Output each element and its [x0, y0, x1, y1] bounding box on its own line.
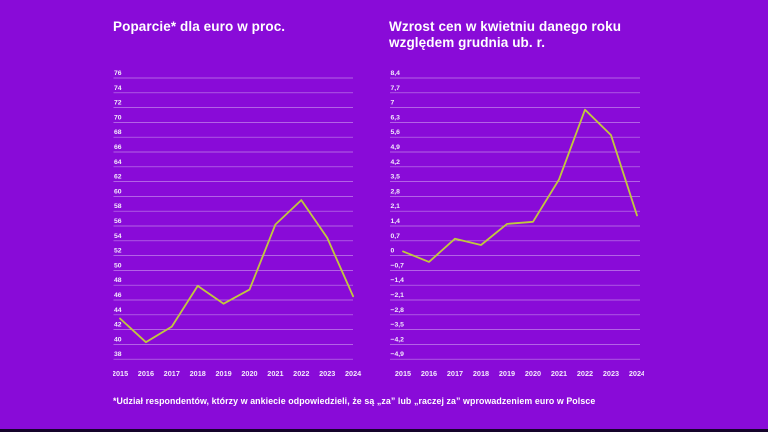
y-axis-label: 3,5: [391, 174, 401, 181]
y-axis-label: 0: [391, 248, 395, 255]
x-axis-label: 2016: [421, 369, 437, 378]
y-axis-label: 76: [114, 70, 122, 77]
y-axis-label: 40: [114, 336, 122, 343]
y-axis-label: 44: [114, 307, 122, 314]
x-axis-label: 2018: [473, 369, 489, 378]
y-axis-label: 6,3: [391, 114, 401, 121]
x-axis-label: 2022: [577, 369, 593, 378]
y-axis-label: −0,7: [391, 262, 405, 269]
y-axis-label: 74: [114, 85, 122, 92]
y-axis-label: 1,4: [391, 218, 401, 225]
x-axis-label: 2023: [319, 369, 335, 378]
y-axis-label: 54: [114, 233, 122, 240]
x-axis-label: 2020: [241, 369, 257, 378]
y-axis-label: −2,1: [391, 292, 405, 299]
euro-support-line-chart: 76 74 72 70 68 66 64 62 60 58 56 54 52 50 48 46 44 42 40 38…: [113, 70, 362, 378]
price-growth-line-chart: 8,4 7,7 7 6,3 5,6 4,9 4,2 3,5 2,8 2,1 1,4 0,7 0 −0,7 −…: [390, 70, 644, 378]
y-axis-label: −3,5: [391, 322, 405, 329]
x-axis-label: 2017: [164, 369, 180, 378]
y-axis-label: 64: [114, 159, 122, 166]
x-axis-label: 2016: [138, 369, 154, 378]
x-axis-label: 2018: [190, 369, 206, 378]
y-axis-label: 2,8: [391, 188, 401, 195]
x-axis-label: 2022: [293, 369, 309, 378]
x-axis-label: 2020: [525, 369, 541, 378]
footnote-text: *Udział respondentów, którzy w ankiecie …: [113, 396, 596, 406]
y-axis-label: 7: [391, 100, 395, 107]
y-axis-label: 48: [114, 277, 122, 284]
chart-title-price-growth: Wzrost cen w kwietniu danego roku względ…: [389, 19, 622, 50]
y-axis-label: −1,4: [391, 277, 405, 284]
y-axis-label: 8,4: [391, 70, 401, 77]
y-axis-label: 2,1: [391, 203, 401, 210]
y-axis-label: 42: [114, 322, 122, 329]
x-axis-label: 2015: [395, 369, 411, 378]
bottom-edge-bar: [0, 429, 768, 432]
data-line: [402, 108, 638, 263]
data-line: [119, 199, 355, 344]
x-axis-label: 2021: [267, 369, 283, 378]
x-axis-label: 2023: [603, 369, 619, 378]
y-axis-label: −2,8: [391, 307, 405, 314]
chart-title-euro-support: Poparcie* dla euro w proc.: [113, 19, 286, 34]
y-axis-label: 56: [114, 218, 122, 225]
x-axis-label: 2024: [629, 369, 644, 378]
y-axis-label: 52: [114, 248, 122, 255]
x-axis-label: 2015: [113, 369, 128, 378]
x-axis-label: 2024: [345, 369, 362, 378]
y-axis-label: 62: [114, 174, 122, 181]
y-axis-label: 50: [114, 262, 122, 269]
y-axis-label: 72: [114, 100, 122, 107]
y-axis-label: −4,9: [391, 351, 405, 358]
y-axis-label: 7,7: [391, 85, 401, 92]
y-axis-label: −4,2: [391, 336, 405, 343]
x-axis-label: 2019: [499, 369, 515, 378]
x-axis-label: 2021: [551, 369, 567, 378]
y-axis-label: 4,9: [391, 144, 401, 151]
y-axis-label: 38: [114, 351, 122, 358]
y-axis-label: 58: [114, 203, 122, 210]
x-axis-label: 2017: [447, 369, 463, 378]
y-axis-label: 46: [114, 292, 122, 299]
y-axis-label: 68: [114, 129, 122, 136]
x-axis-label: 2019: [215, 369, 231, 378]
y-axis-label: 4,2: [391, 159, 401, 166]
y-axis-label: 60: [114, 188, 122, 195]
y-axis-label: 5,6: [391, 129, 401, 136]
y-axis-label: 66: [114, 144, 122, 151]
y-axis-label: 0,7: [391, 233, 401, 240]
y-axis-label: 70: [114, 114, 122, 121]
